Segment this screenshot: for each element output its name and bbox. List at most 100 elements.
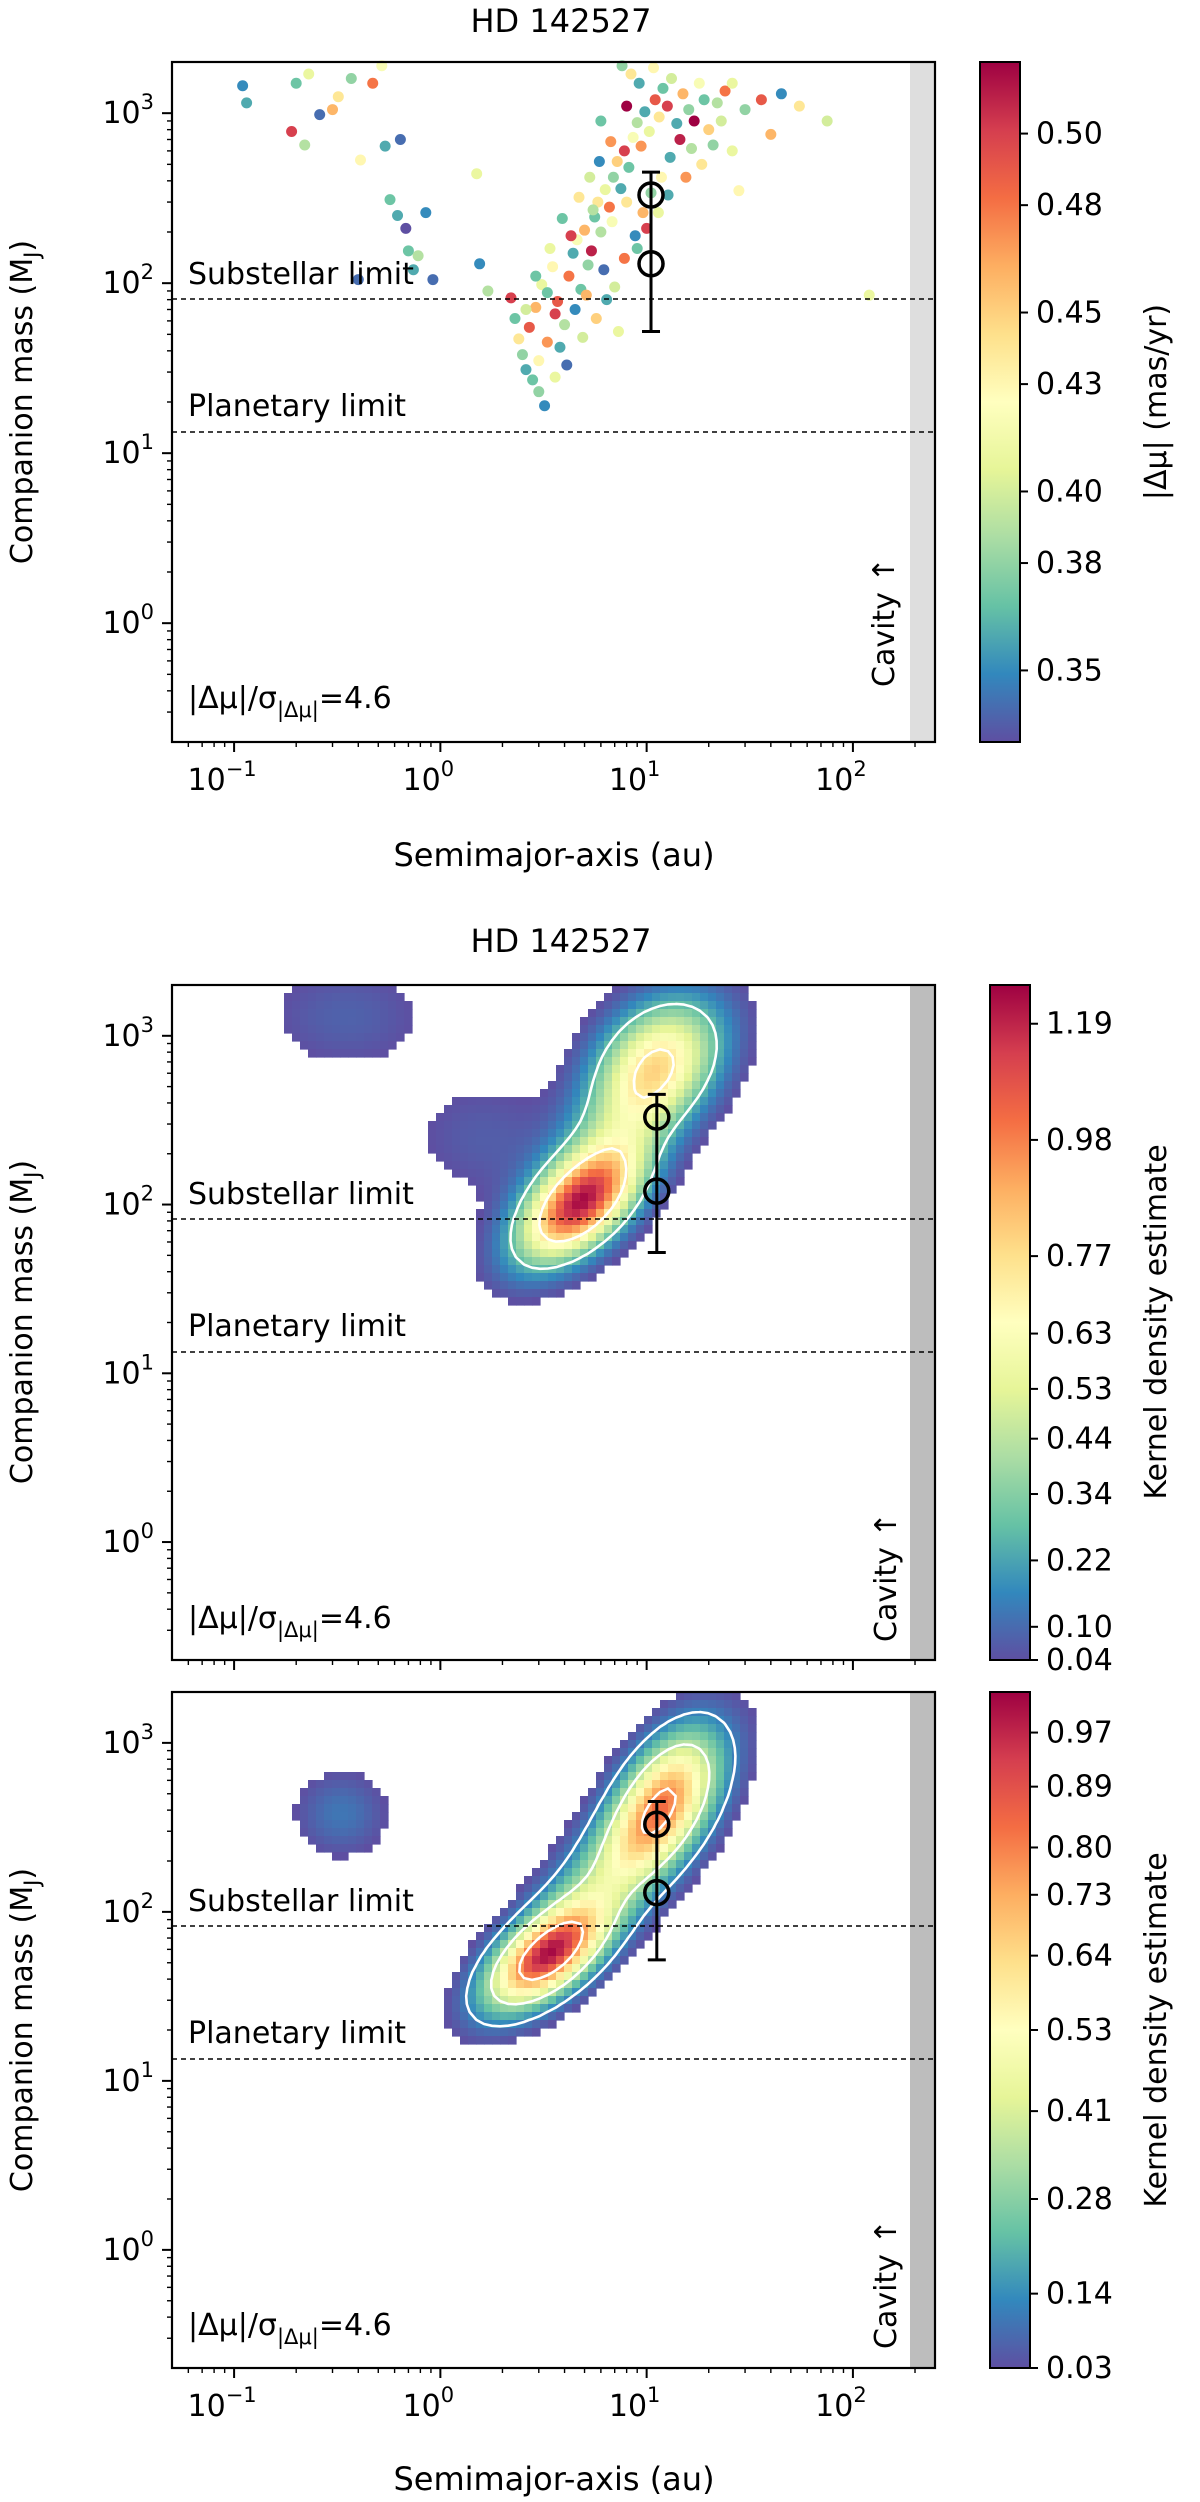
density-cell: [388, 1017, 397, 1026]
density-cell: [740, 1009, 749, 1018]
density-cell: [684, 1161, 693, 1170]
density-cell: [500, 1201, 509, 1210]
density-cell: [628, 1948, 637, 1957]
density-cell: [628, 1900, 637, 1909]
density-cell: [332, 1820, 341, 1829]
density-cell: [604, 1009, 613, 1018]
density-cell: [628, 1073, 637, 1082]
density-cell: [484, 1153, 493, 1162]
density-cell: [284, 1001, 293, 1010]
density-cell: [476, 1265, 485, 1274]
density-cell: [660, 1876, 669, 1885]
measurement-marker: [637, 250, 665, 278]
density-cell: [596, 1836, 605, 1845]
density-cell: [628, 1916, 637, 1925]
data-point: [755, 94, 767, 106]
density-cell: [724, 1748, 733, 1757]
density-cell: [596, 1916, 605, 1925]
density-cell: [540, 1948, 549, 1957]
density-cell: [476, 1996, 485, 2005]
density-cell: [380, 1812, 389, 1821]
density-cell: [740, 1049, 749, 1058]
density-cell: [580, 1233, 589, 1242]
density-cell: [532, 1972, 541, 1981]
density-cell: [588, 1161, 597, 1170]
density-cell: [604, 1257, 613, 1266]
density-cell: [540, 1089, 549, 1098]
density-cell: [612, 1257, 621, 1266]
density-cell: [716, 1097, 725, 1106]
panel-1-measurement: [637, 170, 665, 333]
density-cell: [340, 1001, 349, 1010]
panel-1-scatter: HD 142527 Substellar limit Planetary lim…: [5, 2, 1174, 874]
density-cell: [708, 1716, 717, 1725]
panel-1-ylabel-main: Companion mass (M: [5, 258, 40, 564]
density-cell: [612, 1812, 621, 1821]
density-cell: [348, 1820, 357, 1829]
density-cell: [476, 1217, 485, 1226]
density-cell: [436, 1153, 445, 1162]
density-cell: [308, 1796, 317, 1805]
density-cell: [684, 1804, 693, 1813]
density-cell: [668, 1105, 677, 1114]
density-cell: [588, 1049, 597, 1058]
density-cell: [500, 1265, 509, 1274]
density-cell: [660, 1756, 669, 1765]
density-cell: [620, 1073, 629, 1082]
density-cell: [508, 1249, 517, 1258]
density-cell: [620, 1892, 629, 1901]
density-cell: [740, 1796, 749, 1805]
density-cell: [668, 1169, 677, 1178]
density-cell: [476, 1177, 485, 1186]
density-cell: [492, 1185, 501, 1194]
density-cell: [676, 1868, 685, 1877]
density-cell: [684, 993, 693, 1002]
density-cell: [476, 1964, 485, 1973]
density-cell: [708, 1700, 717, 1709]
density-cell: [324, 1780, 333, 1789]
y-tick-base: 10: [102, 436, 140, 471]
density-cell: [468, 1097, 477, 1106]
density-cell: [652, 1041, 661, 1050]
density-cell: [668, 1852, 677, 1861]
density-cell: [596, 1161, 605, 1170]
density-cell: [540, 1169, 549, 1178]
density-cell: [636, 1732, 645, 1741]
density-cell: [588, 1828, 597, 1837]
density-cell: [588, 1876, 597, 1885]
data-point: [863, 289, 875, 301]
density-cell: [596, 1868, 605, 1877]
density-cell: [524, 1908, 533, 1917]
density-cell: [508, 1988, 517, 1997]
colorbar-tick-label: 0.53: [1046, 2013, 1113, 2048]
density-cell: [364, 1049, 373, 1058]
density-cell: [620, 1001, 629, 1010]
density-cell: [676, 1161, 685, 1170]
density-cell: [524, 1916, 533, 1925]
density-cell: [628, 1065, 637, 1074]
density-cell: [604, 1153, 613, 1162]
density-cell: [548, 1868, 557, 1877]
density-cell: [500, 1185, 509, 1194]
density-cell: [708, 1001, 717, 1010]
density-cell: [628, 1113, 637, 1122]
density-cell: [388, 993, 397, 1002]
density-cell: [612, 1828, 621, 1837]
density-cell: [460, 2036, 469, 2045]
density-cell: [340, 1812, 349, 1821]
density-cell: [636, 1908, 645, 1917]
density-cell: [724, 1065, 733, 1074]
density-cell: [476, 1209, 485, 1218]
density-cell: [524, 1924, 533, 1933]
density-cell: [332, 1001, 341, 1010]
density-cell: [604, 1017, 613, 1026]
density-cell: [484, 1980, 493, 1989]
density-cell: [540, 1177, 549, 1186]
density-cell: [580, 1241, 589, 1250]
density-cell: [556, 1988, 565, 1997]
density-cell: [644, 1161, 653, 1170]
density-cell: [604, 1772, 613, 1781]
density-cell: [508, 2004, 517, 2013]
density-cell: [532, 1948, 541, 1957]
density-cell: [492, 1113, 501, 1122]
